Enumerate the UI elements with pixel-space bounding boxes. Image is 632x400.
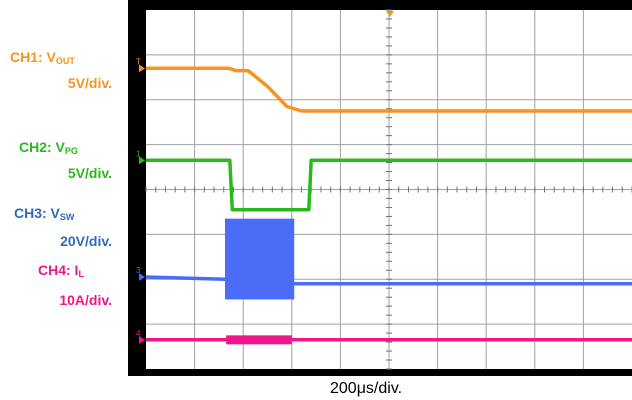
trace-ch3-marker <box>139 273 145 282</box>
trace-ch1-marker <box>139 64 145 73</box>
ch2-label-sub: PG <box>64 146 78 156</box>
trace-ch2-marker-label: 1 <box>136 149 141 158</box>
trace-ch1-marker-label: T <box>136 57 141 66</box>
channel-markers: T 1 3 4 <box>136 57 145 344</box>
ch3-scale: 20V/div. <box>60 233 112 249</box>
trace-ch2-marker <box>139 156 145 165</box>
trace-ch4-marker-label: 4 <box>136 329 141 338</box>
timebase-label: 200μs/div. <box>330 380 403 397</box>
ch4-scale: 10A/div. <box>59 292 112 308</box>
trace-ch4-marker <box>139 335 145 344</box>
trace-ch3-marker-label: 3 <box>136 266 141 275</box>
ch4-label: CH4: IL <box>38 262 84 279</box>
trace-ch3-switching-band <box>224 218 295 300</box>
scope-traces <box>145 66 632 345</box>
ch1-label: CH1: VOUT <box>10 49 75 66</box>
ch4-label-prefix: CH4: I <box>38 262 79 278</box>
ch2-label: CH2: VPG <box>19 139 78 156</box>
ch3-label-prefix: CH3: V <box>14 205 60 221</box>
ch3-label-sub: SW <box>59 212 75 222</box>
trace-ch3 <box>145 275 632 286</box>
ch1-label-sub: OUT <box>55 56 75 66</box>
ch3-label: CH3: VSW <box>14 205 75 222</box>
trace-ch1 <box>146 66 632 113</box>
ch1-scale: 5V/div. <box>67 75 112 91</box>
trigger-position-marker <box>386 11 394 17</box>
ch1-label-prefix: CH1: V <box>10 49 56 65</box>
ch2-scale: 5V/div. <box>67 165 112 181</box>
trace-ch2 <box>146 158 632 212</box>
ch4-label-sub: L <box>78 269 84 279</box>
scope-grid <box>145 9 632 370</box>
ch2-label-prefix: CH2: V <box>19 139 65 155</box>
